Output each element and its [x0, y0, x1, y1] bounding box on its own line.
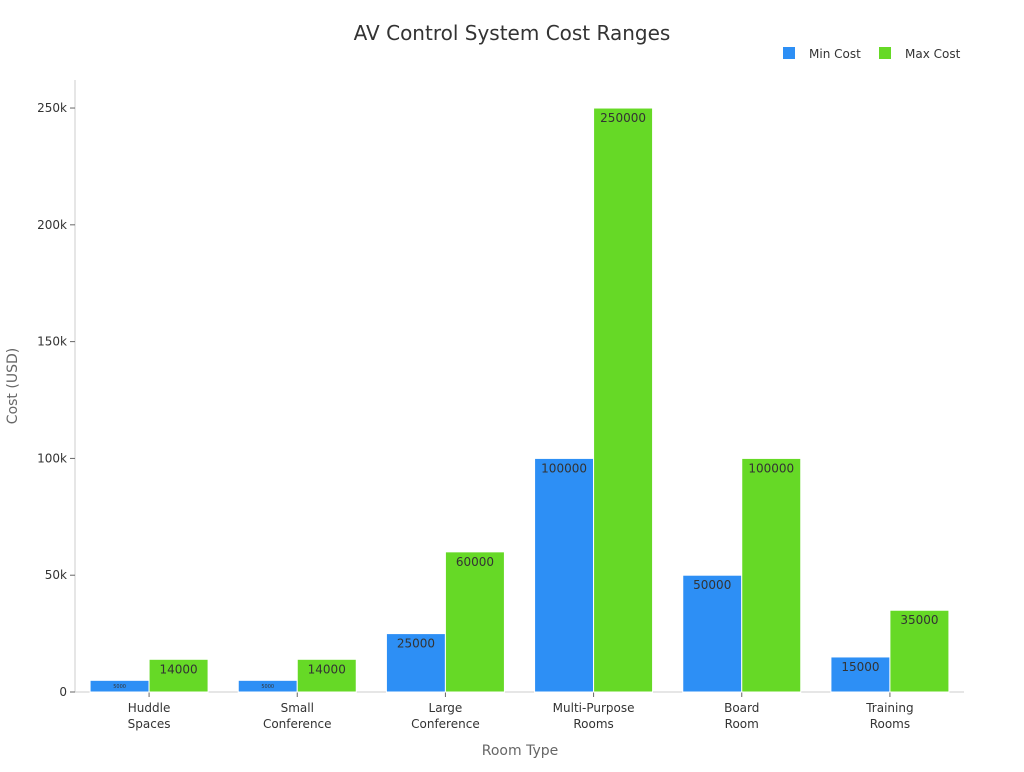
x-tick-label-line: Multi-Purpose — [553, 701, 635, 715]
x-axis-title: Room Type — [482, 743, 558, 759]
bar-max-cost — [444, 551, 505, 693]
x-tick-label-line: Conference — [411, 717, 480, 731]
legend: Min Cost Max Cost — [783, 47, 961, 61]
data-label: 60000 — [456, 555, 494, 569]
x-tick-label: Board Room — [724, 701, 759, 731]
x-tick-label-line: Spaces — [128, 717, 171, 731]
data-label: 50000 — [693, 578, 731, 592]
legend-swatch-min-cost — [783, 47, 795, 59]
data-label: 5000 — [113, 684, 126, 690]
x-tick-label-line: Training — [865, 701, 913, 715]
y-tick-label: 0 — [59, 685, 67, 699]
x-tick-label-line: Small — [281, 701, 314, 715]
data-label: 100000 — [541, 461, 587, 475]
data-label: 14000 — [308, 662, 346, 676]
x-tick-label: Training Rooms — [865, 701, 913, 731]
x-tick-label-line: Conference — [263, 717, 332, 731]
data-label: 100000 — [748, 461, 794, 475]
y-tick-label: 100k — [37, 451, 67, 465]
x-tick-label: Small Conference — [263, 701, 332, 731]
bar-max-cost — [741, 457, 802, 693]
bar-max-cost — [296, 658, 357, 693]
bar-min-cost — [534, 457, 595, 693]
x-tick-label-line: Huddle — [128, 701, 171, 715]
y-tick-label: 150k — [37, 335, 67, 349]
bars: 5000 14000 5000 14000 25000 60000 100000 250000… — [89, 107, 950, 693]
legend-swatch-max-cost — [879, 47, 891, 59]
data-label: 35000 — [900, 613, 938, 627]
bar-min-cost — [385, 633, 446, 693]
y-tick-label: 50k — [45, 568, 67, 582]
legend-label: Max Cost — [905, 47, 961, 61]
x-tick-label-line: Rooms — [870, 717, 910, 731]
x-tick-label: Multi-Purpose Rooms — [553, 701, 635, 731]
data-label: 15000 — [841, 660, 879, 674]
bar-min-cost — [830, 656, 891, 693]
x-tick-label: Huddle Spaces — [128, 701, 171, 731]
x-tick-label-line: Room — [725, 717, 759, 731]
x-tick-label-line: Rooms — [573, 717, 613, 731]
data-label: 25000 — [397, 637, 435, 651]
bar-max-cost — [593, 107, 654, 693]
bar-max-cost — [889, 609, 950, 693]
data-label: 250000 — [600, 111, 646, 125]
bar-max-cost — [148, 658, 209, 693]
x-tick-label: Large Conference — [411, 701, 480, 731]
x-tick-label-line: Large — [429, 701, 463, 715]
data-label: 5000 — [261, 684, 274, 690]
y-tick-label: 200k — [37, 218, 67, 232]
x-tick-label-line: Board — [724, 701, 759, 715]
y-axis-title: Cost (USD) — [5, 348, 21, 424]
legend-label: Min Cost — [809, 47, 861, 61]
data-label: 14000 — [159, 662, 197, 676]
axes: 0 50k 100k 150k 200k 250k Huddle Spaces Small Con… — [37, 80, 964, 731]
bar-min-cost — [682, 574, 743, 693]
y-tick-label: 250k — [37, 101, 67, 115]
chart-title: AV Control System Cost Ranges — [354, 21, 671, 45]
